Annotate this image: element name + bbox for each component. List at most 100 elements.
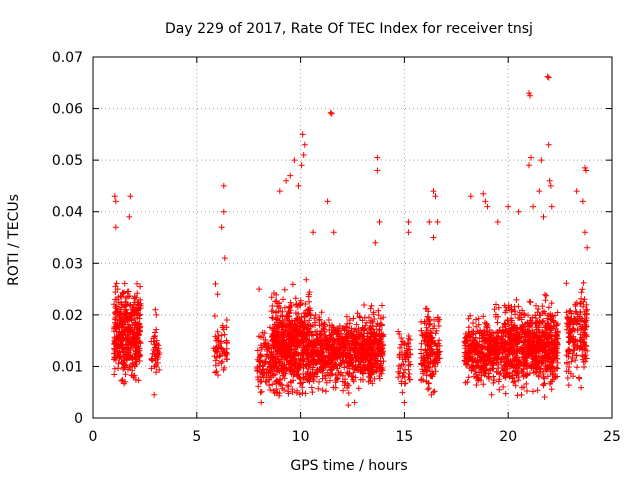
data-point xyxy=(312,351,319,358)
data-point xyxy=(331,362,338,369)
data-point xyxy=(418,340,425,347)
data-point xyxy=(364,330,371,337)
data-point xyxy=(118,377,125,384)
y-tick-label: 0.01 xyxy=(52,359,83,375)
data-point xyxy=(129,354,136,361)
data-point xyxy=(377,358,384,365)
data-point xyxy=(402,366,408,373)
data-point xyxy=(304,355,311,362)
data-point xyxy=(272,353,279,360)
data-point xyxy=(118,359,125,365)
data-point xyxy=(153,326,160,333)
data-point xyxy=(378,332,385,339)
data-point xyxy=(130,374,137,381)
data-point xyxy=(436,348,443,355)
data-point xyxy=(289,386,296,393)
data-point xyxy=(474,328,481,335)
data-point xyxy=(279,372,286,379)
data-point xyxy=(352,363,358,370)
data-point xyxy=(281,346,288,353)
data-point xyxy=(285,360,292,367)
data-point xyxy=(427,329,434,336)
data-point xyxy=(356,345,362,352)
data-point xyxy=(379,342,385,349)
data-point xyxy=(379,351,386,358)
data-point xyxy=(112,310,118,316)
data-point xyxy=(112,308,119,315)
data-point xyxy=(364,355,371,361)
data-point xyxy=(435,318,442,325)
data-point xyxy=(380,314,387,321)
data-point xyxy=(487,366,494,373)
data-point xyxy=(490,330,497,337)
data-point xyxy=(305,362,312,369)
data-point xyxy=(399,356,406,363)
data-point xyxy=(121,289,128,296)
data-point xyxy=(118,293,125,300)
data-point xyxy=(300,352,307,358)
data-point xyxy=(326,332,333,339)
data-point xyxy=(487,333,494,339)
data-point xyxy=(359,343,366,350)
data-point xyxy=(153,361,160,368)
data-point xyxy=(329,339,336,345)
data-point xyxy=(296,302,303,309)
data-point xyxy=(274,389,281,396)
data-point xyxy=(269,381,276,388)
data-point xyxy=(491,306,498,313)
data-point xyxy=(327,356,334,362)
data-point xyxy=(221,331,228,338)
data-point xyxy=(290,371,297,378)
data-point xyxy=(268,294,275,301)
data-point xyxy=(276,380,283,387)
data-point xyxy=(133,354,140,361)
data-point xyxy=(273,316,280,323)
data-point xyxy=(346,317,353,324)
data-point xyxy=(373,352,380,358)
data-point xyxy=(111,301,117,308)
data-point xyxy=(292,322,299,329)
data-point xyxy=(407,361,414,368)
data-point xyxy=(131,362,138,369)
data-point xyxy=(293,327,300,334)
data-point xyxy=(368,371,374,378)
data-point xyxy=(297,355,304,362)
data-point xyxy=(293,333,300,340)
data-point xyxy=(352,374,359,381)
data-point xyxy=(377,321,384,328)
data-point xyxy=(283,352,290,359)
data-point xyxy=(367,317,374,324)
data-point xyxy=(306,317,313,324)
data-point xyxy=(153,369,160,376)
data-point xyxy=(212,333,219,340)
data-point xyxy=(261,342,268,348)
data-point xyxy=(418,327,425,334)
data-point xyxy=(310,344,317,351)
data-point xyxy=(277,365,284,372)
data-point xyxy=(282,354,289,361)
data-point xyxy=(358,332,365,339)
data-point xyxy=(294,387,301,394)
data-point xyxy=(293,301,300,307)
data-point xyxy=(132,339,139,346)
data-point xyxy=(433,327,440,334)
data-point xyxy=(281,286,288,293)
data-point xyxy=(395,374,402,381)
data-point xyxy=(342,336,349,343)
data-point xyxy=(277,304,284,311)
data-point xyxy=(311,315,318,322)
data-point xyxy=(211,313,218,319)
y-axis-label: ROTI / TECUs xyxy=(6,194,22,286)
data-point xyxy=(272,309,279,316)
data-point xyxy=(376,365,383,372)
data-point xyxy=(277,359,284,366)
data-point xyxy=(317,334,324,341)
data-point xyxy=(352,353,359,359)
data-point xyxy=(269,308,276,315)
data-point xyxy=(422,366,429,373)
data-point xyxy=(464,379,471,385)
data-point xyxy=(297,323,304,329)
data-point xyxy=(313,359,320,366)
data-point xyxy=(398,349,405,356)
data-point xyxy=(432,368,439,375)
